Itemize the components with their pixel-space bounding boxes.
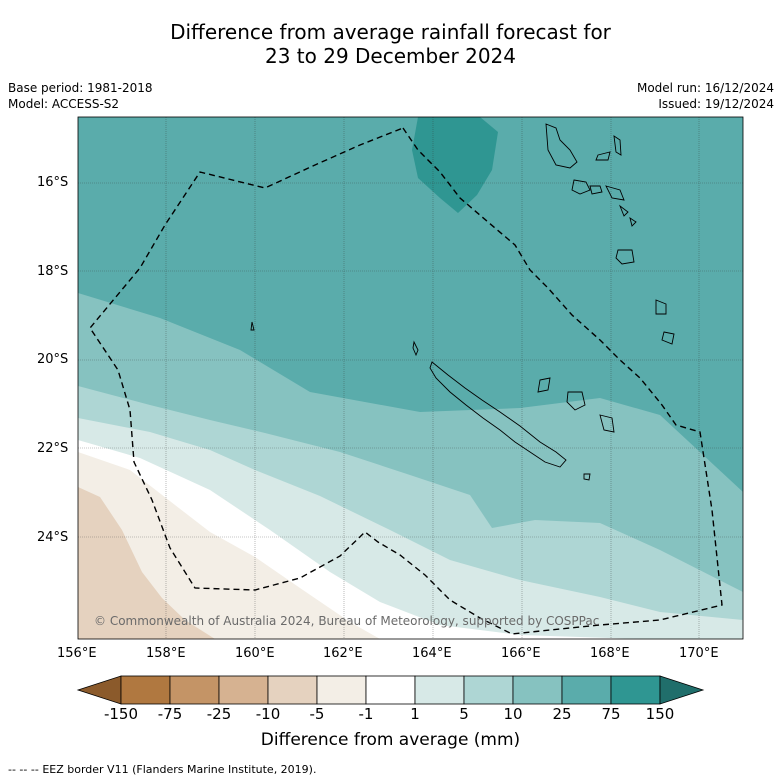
colorbar-cell (267, 675, 318, 705)
model-run-text: Model run: 16/12/2024 (636, 81, 774, 95)
colorbar-cell (120, 675, 171, 705)
band-75-150 (412, 117, 498, 213)
colorbar-tick-label: -5 (309, 705, 325, 723)
colorbar-tick-label: -1 (358, 705, 374, 723)
colorbar-tick-label: 10 (503, 705, 523, 723)
colorbar (76, 675, 705, 705)
lon-label-168e: 168°E (590, 646, 630, 661)
new-caledonia-coast (429, 361, 567, 468)
colorbar-tick-label: -75 (157, 705, 183, 723)
vanuatu-coast (545, 123, 578, 169)
coastlines (250, 123, 675, 481)
colorbar-cell (414, 675, 465, 705)
lat-label-22s: 22°S (37, 441, 69, 456)
base-period-text: Base period: 1981-2018 (8, 81, 153, 95)
colorbar-extend-high (659, 675, 705, 705)
lon-label-156e: 156°E (57, 646, 97, 661)
colorbar-extend-low (76, 675, 122, 705)
lat-label-16s: 16°S (37, 175, 69, 190)
colorbar-tick-label: 25 (552, 705, 572, 723)
chart-title-line1: Difference from average rainfall forecas… (170, 20, 611, 44)
colorbar-tick-label: 150 (645, 705, 675, 723)
colorbar-tick-label: 1 (410, 705, 420, 723)
colorbar-tick-label: -25 (206, 705, 232, 723)
lon-label-162e: 162°E (323, 646, 363, 661)
colorbar-cell (463, 675, 514, 705)
colorbar-cell (512, 675, 563, 705)
lon-label-166e: 166°E (501, 646, 541, 661)
lon-label-170e: 170°E (679, 646, 719, 661)
lat-label-20s: 20°S (37, 352, 69, 367)
lat-label-24s: 24°S (37, 530, 69, 545)
colorbar-cell (316, 675, 367, 705)
lon-label-160e: 160°E (235, 646, 275, 661)
eez-border (89, 127, 723, 635)
colorbar-tick-label: 75 (601, 705, 621, 723)
colorbar-tick-label: -150 (103, 705, 139, 723)
graticule (78, 117, 743, 639)
rainfall-anomaly-field (78, 117, 743, 639)
lat-label-18s: 18°S (37, 264, 69, 279)
band-neg10-neg5 (78, 487, 215, 639)
colorbar-cell (169, 675, 220, 705)
colorbar-cell (365, 675, 416, 705)
model-text: Model: ACCESS-S2 (8, 97, 120, 111)
colorbar-title: Difference from average (mm) (260, 730, 521, 750)
eez-legend-symbol: -- -- -- (8, 763, 39, 776)
eez-legend-text: EEZ border V11 (Flanders Marine Institut… (42, 763, 317, 776)
colorbar-cell (561, 675, 612, 705)
eez-legend: -- -- -- EEZ border V11 (Flanders Marine… (8, 763, 316, 776)
colorbar-tick-label: 5 (459, 705, 469, 723)
lon-label-158e: 158°E (146, 646, 186, 661)
lon-label-164e: 164°E (412, 646, 452, 661)
copyright-text: © Commonwealth of Australia 2024, Bureau… (94, 614, 600, 628)
map-frame (77, 116, 744, 640)
chart-title-line2: 23 to 29 December 2024 (264, 44, 516, 68)
issued-text: Issued: 19/12/2024 (658, 97, 774, 111)
colorbar-cell (610, 675, 661, 705)
colorbar-tick-label: -10 (255, 705, 281, 723)
colorbar-cell (218, 675, 269, 705)
